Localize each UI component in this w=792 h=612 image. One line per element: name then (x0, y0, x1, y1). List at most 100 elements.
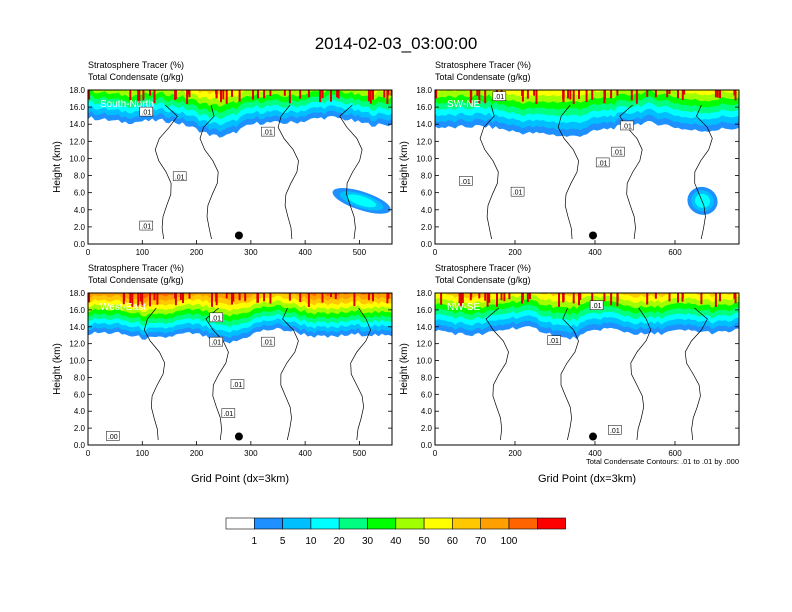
condensate-contour (630, 307, 652, 441)
panel-header-tracer: Stratosphere Tracer (%) (435, 60, 531, 70)
contour-label: .01 (461, 179, 471, 186)
y-tick-label: 14.0 (416, 323, 432, 332)
tracer-spike (225, 90, 228, 104)
tracer-spike (526, 293, 529, 302)
tracer-field (435, 293, 739, 441)
tracer-spike (484, 90, 487, 104)
tracer-spike (330, 293, 332, 297)
tracer-spike (149, 90, 151, 96)
panel-sw-ne: Stratosphere Tracer (%) Total Condensate … (399, 60, 740, 257)
tracer-spike (188, 90, 191, 98)
y-tick-label: 12.0 (69, 340, 85, 349)
y-tick-label: 2.0 (74, 223, 86, 232)
y-tick-label: 18.0 (69, 289, 85, 298)
contour-label: .01 (513, 190, 523, 197)
tracer-spike (88, 293, 91, 303)
tracer-spike (129, 90, 132, 101)
tracer-spike (244, 293, 247, 302)
tracer-spike (677, 293, 679, 303)
tracer-spike (283, 90, 286, 96)
tracer-spike (683, 90, 686, 95)
y-tick-label: 18.0 (416, 86, 432, 95)
tracer-spike (137, 293, 140, 307)
tracer-spike (681, 90, 684, 100)
tracer-spike (714, 293, 717, 307)
condensate-contour (280, 307, 299, 441)
contour-label-box (492, 91, 507, 101)
x-tick-label: 400 (298, 449, 312, 458)
y-tick-label: 6.0 (421, 189, 433, 198)
condensate-contour (143, 307, 166, 441)
contour-label: .00 (108, 434, 118, 441)
y-tick-label: 6.0 (421, 390, 433, 399)
condensate-contour (350, 307, 371, 441)
y-tick-label: 2.0 (74, 424, 86, 433)
tracer-spike (386, 293, 389, 304)
contour-label-box (510, 186, 525, 197)
tracer-spike (387, 90, 390, 96)
tracer-spike (238, 90, 241, 102)
y-tick-label: 18.0 (416, 289, 432, 298)
colorbar-tick-label: 5 (280, 536, 286, 547)
condensate-contour (684, 307, 708, 441)
y-tick-label: 0.0 (421, 240, 433, 249)
tracer-spike (179, 293, 182, 300)
tracer-spike (372, 293, 374, 302)
contour-label-box (595, 157, 610, 168)
x-tick-label: 200 (508, 449, 522, 458)
contour-label: .01 (613, 150, 623, 157)
contour-label-box (620, 120, 634, 131)
tracer-spike (668, 90, 671, 94)
tracer-spike (330, 90, 332, 102)
panel-west-east: Stratosphere Tracer (%) Total Condensate … (52, 263, 393, 485)
x-tick-label: 600 (668, 449, 682, 458)
x-tick-label: 200 (190, 248, 204, 257)
tracer-spike (734, 293, 737, 304)
tracer-band-8 (435, 293, 739, 299)
tracer-spike (484, 293, 487, 301)
tracer-spike (269, 90, 272, 96)
tracer-spike (700, 293, 703, 305)
tracer-field (435, 90, 739, 240)
tracer-spike (616, 90, 619, 96)
condensate-contour (199, 104, 219, 240)
condensate-contour (557, 104, 579, 240)
contour-label-box (261, 126, 275, 137)
condensate-contour (694, 104, 713, 240)
x-tick-label: 0 (86, 449, 91, 458)
tracer-spike (476, 90, 479, 96)
x-tick-label: 100 (136, 449, 150, 458)
contour-label-box (106, 431, 120, 441)
tracer-spike (508, 293, 511, 300)
contour-label: .01 (211, 315, 221, 322)
panel-name: NW-SE (447, 302, 480, 313)
tracer-spike (654, 90, 657, 98)
tracer-spike (174, 293, 177, 299)
contour-label-box (547, 335, 561, 345)
tracer-spike (569, 90, 572, 100)
y-tick-label: 8.0 (74, 172, 86, 181)
tracer-spike (334, 293, 337, 299)
panel-header-tracer: Stratosphere Tracer (%) (88, 60, 184, 70)
y-tick-label: 14.0 (69, 323, 85, 332)
tracer-spike (579, 293, 582, 300)
colorbar-tick-label: 20 (334, 536, 346, 547)
figure-title: 2014-02-03_03:00:00 (315, 34, 478, 53)
tracer-spike (321, 90, 324, 99)
y-tick-label: 10.0 (416, 154, 432, 163)
tracer-spike (257, 90, 259, 99)
tracer-spike (610, 90, 613, 99)
tracer-spike (521, 293, 524, 304)
y-tick-label: 0.0 (74, 441, 86, 450)
condensate-contour (277, 104, 299, 240)
tracer-spike (138, 90, 141, 104)
tracer-spike (562, 293, 565, 303)
tracer-spike (174, 90, 177, 100)
tracer-spike (142, 90, 145, 101)
panel-name: SW-NE (447, 99, 480, 110)
colorbar-box (452, 517, 481, 530)
tracer-blob-2 (694, 193, 711, 208)
tracer-spike (714, 90, 717, 98)
colorbar-box (310, 517, 340, 530)
tracer-spike (585, 90, 588, 103)
